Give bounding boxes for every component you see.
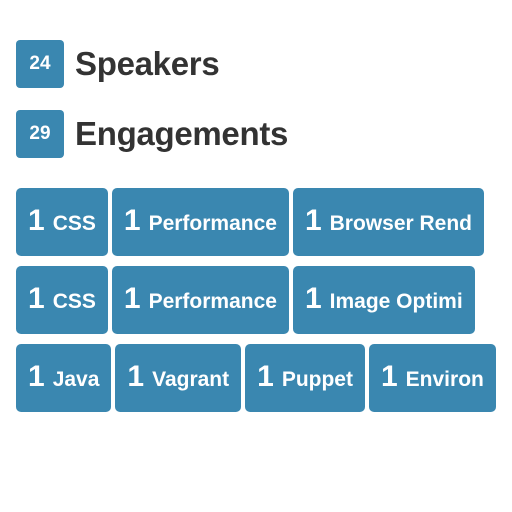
topic-tag-performance[interactable]: 1 Performance	[111, 266, 289, 334]
tag-name: CSS	[52, 290, 96, 313]
tag-name: Puppet	[281, 368, 353, 391]
engagements-count-badge: 29	[16, 110, 64, 158]
tag-count: 1	[304, 204, 322, 237]
tag-count: 1	[28, 360, 45, 393]
tag-name: CSS	[52, 212, 96, 235]
tag-count: 1	[28, 204, 45, 237]
tag-count: 1	[123, 282, 141, 315]
topic-tag-image-optimization[interactable]: 1 Image Optimi	[292, 266, 475, 334]
speakers-label: Speakers	[75, 45, 220, 82]
topic-tag-row-1: 1 CSS 1 Performance 1 Browser Rend	[16, 188, 485, 256]
topic-tag-row-2: 1 CSS 1 Performance 1 Image Optimi	[16, 266, 475, 334]
tag-name: Java	[52, 368, 100, 391]
tag-name: Performance	[148, 290, 277, 313]
tag-count: 1	[28, 282, 45, 315]
topic-tag-puppet[interactable]: 1 Puppet	[245, 344, 365, 412]
topic-tag-row-3: 1 Java 1 Vagrant 1 Puppet 1 Environ	[16, 344, 496, 412]
tag-count: 1	[123, 204, 141, 237]
speakers-count-badge: 24	[16, 40, 64, 88]
tag-name: Performance	[148, 212, 277, 235]
tag-name: Vagrant	[152, 368, 230, 391]
topic-tag-css[interactable]: 1 CSS	[16, 266, 108, 334]
speakers-stat[interactable]: 24 Speakers	[16, 40, 220, 88]
topic-tag-vagrant[interactable]: 1 Vagrant	[115, 344, 242, 412]
tag-count: 1	[257, 360, 274, 393]
tag-count: 1	[127, 360, 145, 393]
tag-name: Environ	[405, 368, 484, 391]
tag-count: 1	[304, 282, 322, 315]
topic-tag-java[interactable]: 1 Java	[16, 344, 112, 412]
engagements-stat[interactable]: 29 Engagements	[16, 110, 288, 158]
topic-tag-css[interactable]: 1 CSS	[16, 188, 108, 256]
tag-name: Image Optimi	[329, 290, 463, 313]
topic-tag-performance[interactable]: 1 Performance	[111, 188, 289, 256]
tag-name: Browser Rend	[329, 212, 473, 235]
topic-tag-browser-rendering[interactable]: 1 Browser Rend	[292, 188, 485, 256]
tag-count: 1	[380, 360, 398, 393]
topic-tag-environment[interactable]: 1 Environ	[368, 344, 496, 412]
engagements-label: Engagements	[75, 115, 289, 152]
